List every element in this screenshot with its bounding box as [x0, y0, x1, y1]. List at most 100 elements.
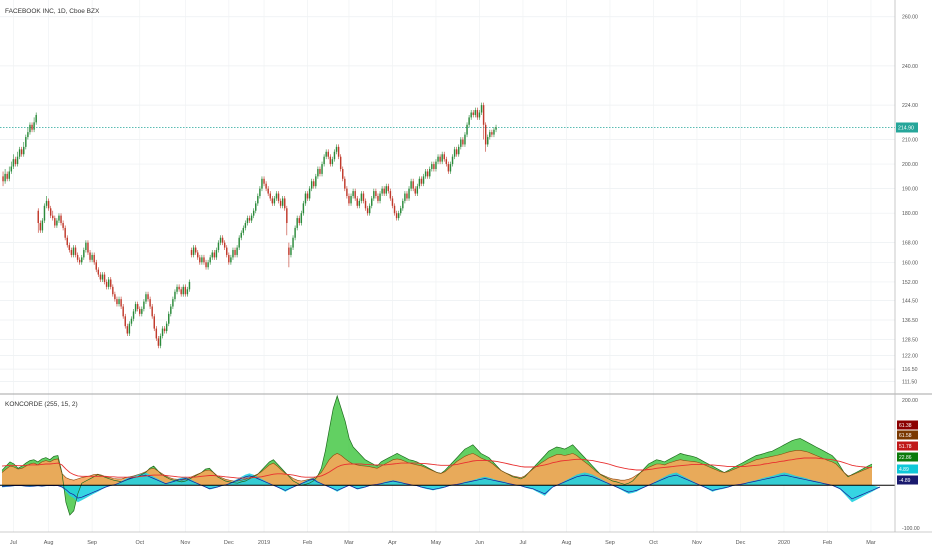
candle-body — [58, 215, 60, 221]
candle — [333, 149, 336, 162]
price-tick-label: 128.50 — [902, 338, 918, 344]
candle-body — [493, 129, 495, 135]
candle-body — [205, 262, 207, 268]
candle — [472, 110, 474, 118]
price-tick-label: 168.00 — [902, 241, 918, 247]
candle-body — [159, 335, 162, 346]
candle-body — [300, 213, 303, 224]
candle-body — [257, 196, 259, 204]
candle — [404, 191, 406, 204]
candle — [464, 132, 466, 147]
candle-body — [217, 242, 220, 251]
candle — [18, 146, 21, 160]
candle-body — [184, 286, 187, 295]
candle — [107, 277, 110, 290]
candle-body — [197, 252, 199, 258]
price-tick-label: 224.00 — [902, 103, 918, 109]
candle — [335, 144, 338, 155]
axes: 260.00 240.00 224.00 210.00 200.00 190.00 180.… — [10, 15, 920, 546]
candle — [381, 186, 383, 196]
candle — [426, 168, 429, 179]
candle — [408, 186, 410, 201]
candle-body — [31, 124, 33, 130]
koncorde-indicator[interactable] — [0, 394, 895, 516]
candle-body — [284, 198, 286, 209]
candle-body — [153, 316, 155, 329]
time-tick-label: Aug — [44, 540, 54, 546]
candle-body — [147, 294, 149, 300]
candle-body — [211, 252, 213, 258]
candle — [10, 161, 13, 174]
candle — [310, 178, 313, 192]
candle — [288, 242, 290, 268]
price-tick-label: 180.00 — [902, 211, 918, 217]
candle-body — [455, 149, 458, 155]
candle — [2, 171, 4, 187]
candle — [366, 205, 369, 216]
main-chart-title: FACEBOOK INC, 1D, Cboe BZX — [5, 8, 100, 15]
candle-body — [348, 196, 350, 204]
candle-body — [331, 159, 334, 165]
candle-body — [267, 188, 269, 194]
candle-body — [279, 200, 282, 206]
candle-body — [172, 299, 174, 307]
candle — [304, 191, 307, 206]
candle-body — [72, 247, 75, 255]
candle-body — [226, 247, 228, 255]
candle-body — [346, 188, 348, 196]
candle — [306, 191, 309, 201]
candle-body — [232, 250, 234, 258]
candle-body — [310, 181, 313, 189]
candle-body — [16, 156, 19, 165]
candle-body — [484, 124, 487, 145]
candle — [97, 267, 100, 278]
candle — [420, 176, 423, 187]
candle-body — [261, 178, 263, 189]
candle — [228, 252, 230, 265]
candle — [387, 183, 390, 194]
candle — [105, 279, 108, 290]
candle-body — [373, 191, 375, 199]
candle-body — [143, 301, 145, 309]
candle — [103, 272, 106, 285]
candle — [155, 326, 158, 341]
candle — [487, 134, 489, 147]
candle — [151, 304, 153, 319]
candle — [43, 203, 46, 224]
candle — [101, 272, 104, 282]
candle-body — [395, 213, 398, 219]
candle — [281, 196, 284, 209]
candle — [157, 335, 160, 349]
candle — [315, 173, 317, 189]
candle — [371, 196, 373, 209]
candle — [234, 247, 236, 258]
candle — [317, 166, 319, 179]
candle-body — [223, 242, 226, 248]
candle — [441, 151, 443, 165]
candle-body — [99, 274, 102, 280]
candle-body — [60, 215, 62, 224]
candle-body — [342, 168, 344, 179]
candle-body — [474, 110, 477, 115]
candle — [257, 193, 259, 206]
candle-body — [74, 247, 77, 255]
candle-body — [89, 252, 91, 260]
candle-body — [234, 250, 236, 255]
candle-body — [468, 117, 470, 125]
candle — [70, 247, 73, 258]
price-tick-label: 122.00 — [902, 354, 918, 360]
time-tick-label: Sep — [87, 540, 97, 546]
candle — [277, 191, 280, 204]
candle — [460, 137, 462, 150]
indicator-title: KONCORDE (255, 15, 2) — [5, 401, 78, 408]
candle — [116, 296, 118, 307]
price-tick-label: 200.00 — [902, 162, 918, 168]
candle — [122, 304, 124, 319]
price-candles[interactable] — [2, 102, 497, 349]
candle-body — [250, 215, 253, 221]
candle — [346, 186, 348, 199]
candle-body — [288, 247, 290, 255]
candle-body — [439, 156, 441, 162]
candle-body — [472, 112, 474, 115]
